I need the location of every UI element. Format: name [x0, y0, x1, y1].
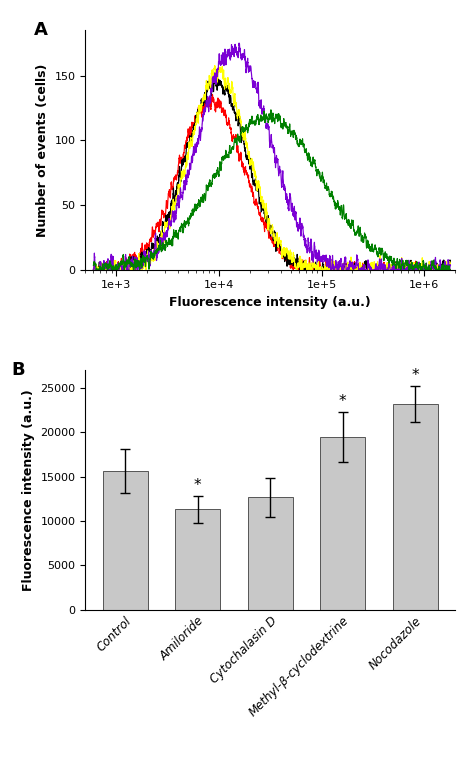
- Bar: [248, 497, 292, 610]
- Y-axis label: Fluorescence intensity (a.u.): Fluorescence intensity (a.u.): [22, 389, 35, 591]
- Text: *: *: [411, 368, 419, 383]
- Bar: [103, 472, 148, 610]
- Text: A: A: [34, 21, 47, 39]
- Bar: [392, 404, 438, 610]
- Bar: [320, 437, 365, 610]
- Bar: [175, 510, 220, 610]
- Text: *: *: [194, 478, 201, 493]
- X-axis label: Fluorescence intensity (a.u.): Fluorescence intensity (a.u.): [169, 296, 371, 309]
- Text: *: *: [339, 394, 346, 409]
- Y-axis label: Number of events (cells): Number of events (cells): [36, 63, 49, 237]
- Text: B: B: [11, 360, 25, 379]
